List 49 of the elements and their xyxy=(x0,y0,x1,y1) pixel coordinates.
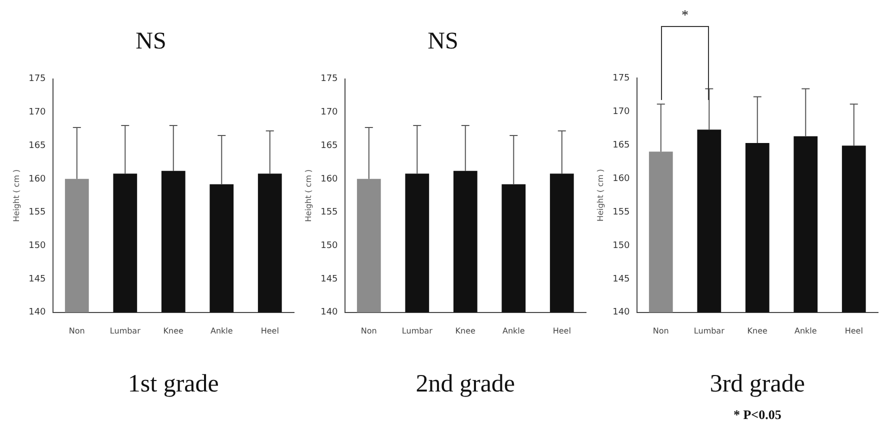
x-tick-label: Ankle xyxy=(210,326,233,336)
x-tick-label: Non xyxy=(68,326,85,336)
x-tick-label: Lumbar xyxy=(402,326,434,336)
y-tick-label: 150 xyxy=(612,240,630,251)
chart-title: NS xyxy=(428,28,458,55)
y-axis-title: Height ( cm ) xyxy=(596,168,605,222)
y-tick-label: 165 xyxy=(28,140,46,151)
y-tick-label: 170 xyxy=(612,106,630,117)
x-tick-label: Lumbar xyxy=(694,326,726,336)
y-tick-label: 160 xyxy=(320,174,338,184)
y-tick-label: 145 xyxy=(320,274,338,284)
y-tick-label: 155 xyxy=(28,208,46,218)
y-tick-label: 165 xyxy=(320,140,338,151)
y-tick-label: 140 xyxy=(612,308,630,318)
y-tick-label: 175 xyxy=(612,73,630,84)
x-tick-label: Heel xyxy=(260,326,279,336)
x-axis-title: 2nd grade xyxy=(416,370,516,398)
y-tick-label: 145 xyxy=(612,274,630,284)
x-tick-label: Non xyxy=(652,326,669,336)
x-tick-label: Lumbar xyxy=(110,326,142,336)
y-tick-label: 140 xyxy=(28,308,46,318)
y-tick-label: 170 xyxy=(28,108,46,118)
y-tick-label: 175 xyxy=(28,74,46,84)
chart-title: NS xyxy=(136,28,166,55)
x-tick-label: Knee xyxy=(455,326,476,336)
x-tick-label: Knee xyxy=(163,326,184,336)
y-tick-label: 175 xyxy=(320,74,338,84)
y-tick-label: 140 xyxy=(320,308,338,318)
x-axis-title: 3rd grade xyxy=(710,370,805,398)
x-tick-label: Heel xyxy=(552,326,571,336)
x-axis-title: 1st grade xyxy=(128,370,219,398)
y-tick-label: 165 xyxy=(612,140,630,150)
y-axis-title: Height ( cm ) xyxy=(304,169,313,222)
y-tick-label: 160 xyxy=(28,174,46,184)
x-tick-label: Knee xyxy=(747,326,768,336)
text: * P<0.05 xyxy=(733,406,782,422)
x-tick-label: Ankle xyxy=(794,326,817,336)
x-tick-label: Heel xyxy=(844,326,863,336)
y-tick-label: 155 xyxy=(612,207,630,218)
y-tick-label: 145 xyxy=(28,274,46,284)
y-tick-label: 160 xyxy=(612,174,630,184)
x-tick-label: Ankle xyxy=(502,326,525,336)
y-tick-label: 150 xyxy=(28,241,46,251)
y-axis-title: Height ( cm ) xyxy=(12,169,21,222)
y-tick-label: 170 xyxy=(320,108,338,118)
y-tick-label: 150 xyxy=(320,241,338,251)
text: * xyxy=(682,8,689,24)
x-tick-label: Non xyxy=(360,326,377,336)
y-tick-label: 155 xyxy=(320,208,338,218)
